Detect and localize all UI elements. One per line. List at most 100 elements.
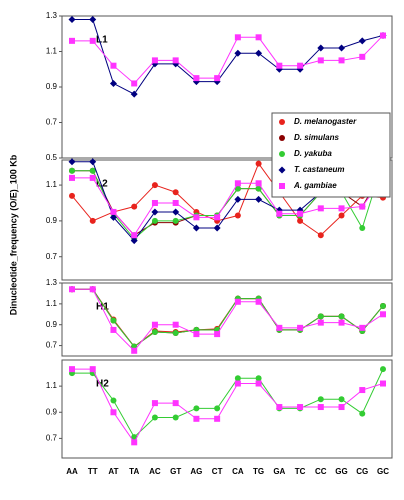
point bbox=[151, 182, 158, 189]
point bbox=[276, 404, 283, 411]
point bbox=[172, 199, 179, 206]
point bbox=[69, 167, 75, 174]
legend-label: A. gambiae bbox=[293, 181, 337, 190]
panel-frame bbox=[61, 359, 393, 459]
x-tick-label: CC bbox=[315, 467, 327, 476]
point bbox=[297, 404, 304, 411]
point bbox=[359, 203, 366, 210]
legend-label: D. melanogaster bbox=[294, 117, 357, 126]
panel-frame bbox=[61, 159, 393, 281]
point bbox=[110, 317, 117, 324]
point bbox=[317, 319, 324, 326]
point bbox=[214, 415, 221, 422]
y-tick-label: 1.1 bbox=[46, 381, 58, 390]
legend-marker bbox=[279, 119, 285, 125]
point bbox=[69, 37, 75, 44]
point bbox=[255, 49, 263, 57]
point bbox=[151, 400, 158, 407]
point bbox=[359, 324, 366, 331]
point bbox=[276, 210, 283, 217]
point bbox=[255, 185, 262, 192]
point bbox=[131, 347, 138, 354]
point bbox=[317, 44, 325, 52]
point bbox=[255, 298, 262, 305]
point bbox=[172, 330, 179, 337]
y-tick-label: 0.7 bbox=[46, 434, 58, 443]
point bbox=[297, 324, 304, 331]
point bbox=[69, 192, 75, 199]
point bbox=[192, 224, 200, 232]
point bbox=[193, 415, 200, 422]
point bbox=[255, 34, 262, 41]
point bbox=[359, 410, 366, 417]
point bbox=[110, 208, 117, 215]
x-tick-label: TG bbox=[253, 467, 264, 476]
point bbox=[172, 208, 180, 216]
point bbox=[380, 32, 386, 39]
point bbox=[193, 331, 200, 338]
point bbox=[131, 80, 138, 87]
point bbox=[234, 180, 241, 187]
point bbox=[151, 321, 158, 328]
x-tick-label: CA bbox=[232, 467, 244, 476]
series-line bbox=[72, 368, 384, 444]
point bbox=[151, 199, 158, 206]
panel-label: L2 bbox=[96, 179, 108, 190]
x-tick-label: AG bbox=[190, 467, 202, 476]
point bbox=[89, 217, 96, 224]
legend-label: D. yakuba bbox=[294, 149, 332, 158]
point bbox=[151, 57, 158, 64]
x-tick-label: AA bbox=[66, 467, 78, 476]
point bbox=[234, 380, 241, 387]
series-line bbox=[72, 288, 384, 352]
point bbox=[172, 414, 179, 421]
point bbox=[255, 160, 262, 167]
y-tick-label: 1.1 bbox=[46, 180, 58, 189]
y-tick-label: 0.9 bbox=[46, 407, 58, 416]
point bbox=[172, 189, 179, 196]
panel-label: H2 bbox=[96, 379, 109, 390]
point bbox=[89, 286, 96, 293]
point bbox=[69, 366, 75, 373]
y-tick-label: 0.9 bbox=[46, 320, 58, 329]
point bbox=[172, 400, 179, 407]
point bbox=[317, 205, 324, 212]
y-tick-label: 0.7 bbox=[46, 341, 58, 350]
point bbox=[109, 213, 117, 221]
legend-marker bbox=[279, 183, 285, 189]
point bbox=[380, 302, 386, 309]
point bbox=[172, 321, 179, 328]
point bbox=[338, 205, 345, 212]
point bbox=[317, 232, 324, 239]
point bbox=[89, 158, 97, 166]
point bbox=[89, 37, 96, 44]
point bbox=[68, 158, 76, 166]
point bbox=[131, 439, 138, 446]
point bbox=[89, 366, 96, 373]
point bbox=[255, 180, 262, 187]
point bbox=[297, 217, 304, 224]
point bbox=[234, 195, 242, 203]
point bbox=[359, 53, 366, 60]
point bbox=[110, 62, 117, 69]
point bbox=[109, 79, 117, 87]
point bbox=[276, 62, 283, 69]
point bbox=[110, 326, 117, 333]
point bbox=[234, 34, 241, 41]
point bbox=[338, 44, 346, 52]
series-line bbox=[72, 288, 384, 348]
y-tick-label: 0.7 bbox=[46, 252, 58, 261]
point bbox=[380, 311, 386, 318]
point bbox=[151, 217, 158, 224]
y-tick-label: 1.3 bbox=[46, 11, 58, 20]
y-tick-label: 1.1 bbox=[46, 299, 58, 308]
legend-marker bbox=[279, 151, 285, 157]
point bbox=[110, 397, 117, 404]
y-tick-label: 1.3 bbox=[46, 278, 58, 287]
panel-label: H1 bbox=[96, 302, 109, 313]
point bbox=[213, 224, 221, 232]
point bbox=[297, 62, 304, 69]
x-tick-label: GG bbox=[335, 467, 347, 476]
point bbox=[214, 214, 221, 221]
